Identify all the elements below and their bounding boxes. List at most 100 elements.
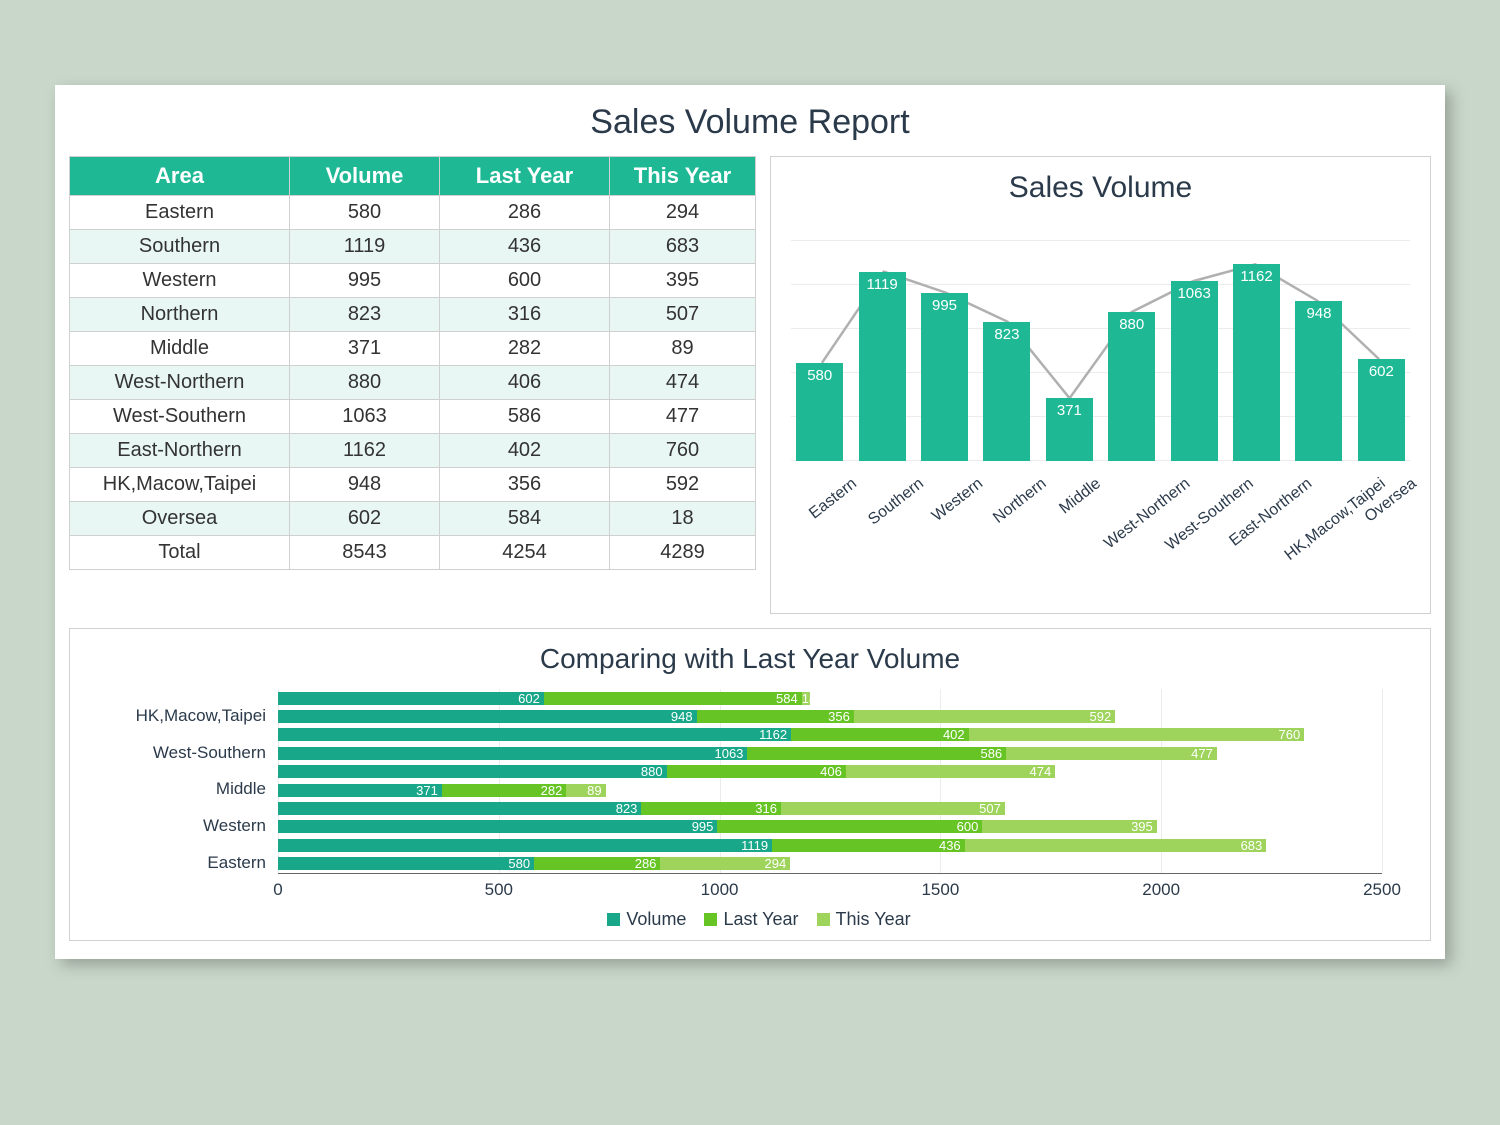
stacked-x-tick: 0 — [273, 880, 282, 900]
bar-column: 948 — [1290, 241, 1347, 461]
stacked-row: 1162402760 — [278, 726, 1382, 744]
table-row: Oversea60258418 — [70, 502, 756, 536]
bar-value-label: 1119 — [859, 276, 906, 293]
bar-value-label: 1162 — [1233, 268, 1280, 285]
table-cell: Oversea — [70, 502, 290, 536]
table-cell: 395 — [610, 264, 756, 298]
legend: VolumeLast YearThis Year — [88, 903, 1412, 930]
table-header-cell: This Year — [610, 157, 756, 196]
table-cell: 823 — [290, 298, 440, 332]
stacked-segment-last: 586 — [747, 747, 1006, 760]
table-cell: 402 — [440, 434, 610, 468]
sales-volume-chart: Sales Volume 580111999582337188010631162… — [770, 156, 1431, 614]
legend-swatch — [704, 913, 717, 926]
table-cell: West-Northern — [70, 366, 290, 400]
table-row: Northern823316507 — [70, 298, 756, 332]
stacked-segment-volume: 823 — [278, 802, 641, 815]
table-cell: 584 — [440, 502, 610, 536]
comparison-title: Comparing with Last Year Volume — [88, 639, 1412, 689]
bar: 602 — [1358, 359, 1405, 461]
stacked-row: 37128289 — [278, 781, 1382, 799]
stacked-x-tick: 500 — [485, 880, 513, 900]
table-cell: Northern — [70, 298, 290, 332]
stacked-segment-last: 584 — [544, 692, 802, 705]
bar: 580 — [796, 363, 843, 461]
stacked-segment-volume: 995 — [278, 820, 717, 833]
stacked-row: 1063586477 — [278, 744, 1382, 762]
table-cell: 760 — [610, 434, 756, 468]
stacked-y-label: Eastern — [88, 853, 278, 873]
bar-column: 880 — [1103, 241, 1160, 461]
bar-value-label: 580 — [796, 367, 843, 384]
table-cell: 1119 — [290, 230, 440, 264]
table-row: Eastern580286294 — [70, 196, 756, 230]
table-row: Southern1119436683 — [70, 230, 756, 264]
table-cell: 436 — [440, 230, 610, 264]
bar-column: 1119 — [853, 241, 910, 461]
table-total-row: Total854342544289 — [70, 536, 756, 570]
stacked-x-tick: 1000 — [701, 880, 739, 900]
bar-x-axis: EasternSouthernWesternNorthernMiddleWest… — [791, 465, 1410, 585]
stacked-row: 1119436683 — [278, 836, 1382, 854]
bar-column: 995 — [916, 241, 973, 461]
table-cell: 995 — [290, 264, 440, 298]
report-title: Sales Volume Report — [69, 97, 1431, 156]
table-cell: 1162 — [290, 434, 440, 468]
stacked-segment-last: 316 — [641, 802, 781, 815]
table-cell: Total — [70, 536, 290, 570]
bar-column: 580 — [791, 241, 848, 461]
table-cell: 4289 — [610, 536, 756, 570]
table-cell: 602 — [290, 502, 440, 536]
bar-value-label: 371 — [1046, 402, 1093, 419]
legend-label: Last Year — [723, 909, 798, 929]
bar-value-label: 948 — [1295, 305, 1342, 322]
table-cell: 1063 — [290, 400, 440, 434]
stacked-segment-last: 436 — [772, 839, 965, 852]
stacked-segment-last: 286 — [534, 857, 660, 870]
bar: 1063 — [1171, 281, 1218, 461]
table-row: East-Northern1162402760 — [70, 434, 756, 468]
table-header-cell: Area — [70, 157, 290, 196]
stacked-segment-volume: 1063 — [278, 747, 747, 760]
stacked-segment-volume: 1162 — [278, 728, 791, 741]
bar: 995 — [921, 293, 968, 461]
table-header-row: AreaVolumeLast YearThis Year — [70, 157, 756, 196]
table-cell: Western — [70, 264, 290, 298]
stacked-segment-this: 683 — [965, 839, 1267, 852]
table-cell: 683 — [610, 230, 756, 264]
stacked-segment-last: 600 — [717, 820, 982, 833]
stacked-row: 823316507 — [278, 799, 1382, 817]
stacked-row: 880406474 — [278, 763, 1382, 781]
bar-value-label: 1063 — [1171, 285, 1218, 302]
bar-plot-area: 580111999582337188010631162948602 — [791, 241, 1410, 461]
table-header-cell: Last Year — [440, 157, 610, 196]
stacked-segment-this: 294 — [660, 857, 790, 870]
bar-x-label: Middle — [1056, 475, 1104, 518]
bar-value-label: 995 — [921, 297, 968, 314]
stacked-y-label: Middle — [88, 779, 278, 799]
stacked-segment-volume: 580 — [278, 857, 534, 870]
stacked-segment-last: 282 — [442, 784, 567, 797]
table-row: HK,Macow,Taipei948356592 — [70, 468, 756, 502]
top-row: AreaVolumeLast YearThis Year Eastern5802… — [69, 156, 1431, 614]
bar: 1119 — [859, 272, 906, 461]
bar-column: 1162 — [1228, 241, 1285, 461]
comparison-plot: 5802862941119436683995600395823316507371… — [278, 689, 1382, 873]
stacked-segment-this: 395 — [982, 820, 1156, 833]
table-cell: 600 — [440, 264, 610, 298]
table-cell: 356 — [440, 468, 610, 502]
bar-column: 1063 — [1165, 241, 1222, 461]
stacked-row: 60258418 — [278, 689, 1382, 707]
sales-report: Sales Volume Report AreaVolumeLast YearT… — [55, 85, 1445, 959]
bar-value-label: 602 — [1358, 363, 1405, 380]
stacked-segment-this: 477 — [1006, 747, 1217, 760]
table-cell: 4254 — [440, 536, 610, 570]
stacked-segment-last: 356 — [697, 710, 854, 723]
stacked-segment-volume: 602 — [278, 692, 544, 705]
comparison-chart: Comparing with Last Year Volume EasternW… — [69, 628, 1431, 941]
stacked-y-label: HK,Macow,Taipei — [88, 706, 278, 726]
stacked-segment-volume: 1119 — [278, 839, 772, 852]
stacked-segment-this: 474 — [846, 765, 1055, 778]
stacked-y-label — [88, 689, 278, 706]
stacked-segment-volume: 371 — [278, 784, 442, 797]
